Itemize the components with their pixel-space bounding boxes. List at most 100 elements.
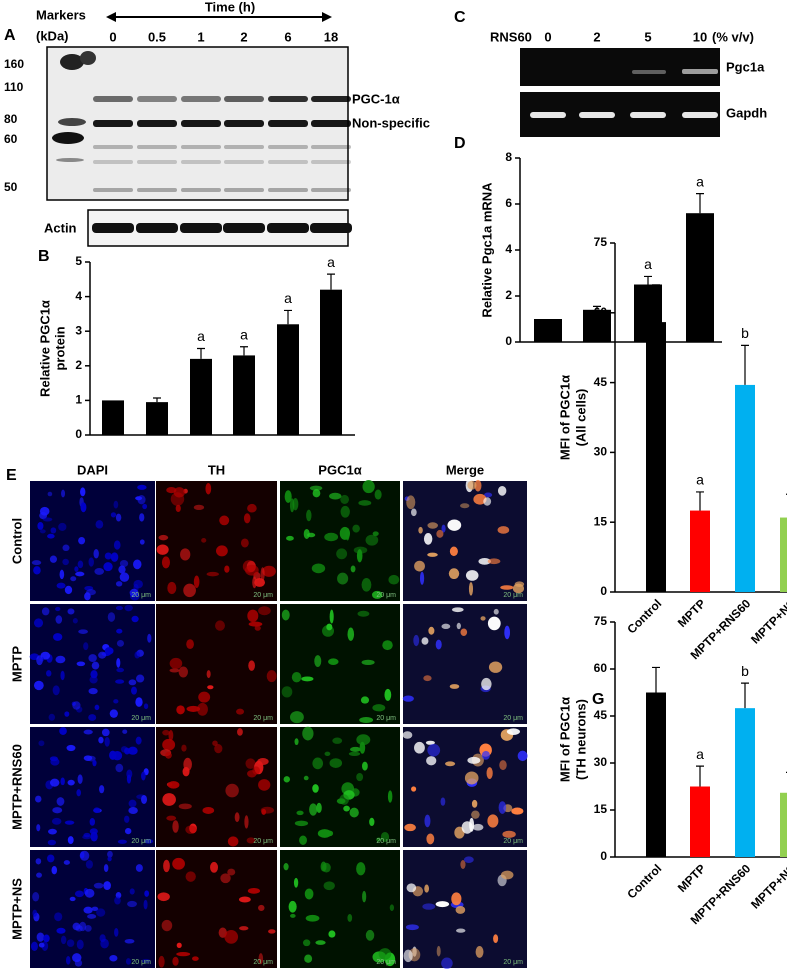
- cell: [306, 532, 316, 538]
- cell: [157, 892, 170, 902]
- cell: [133, 559, 142, 570]
- cell: [484, 492, 493, 498]
- cell: [56, 582, 66, 589]
- cell: [144, 838, 154, 844]
- cell: [143, 899, 148, 910]
- blot-band: [224, 145, 264, 149]
- cell: [35, 858, 42, 865]
- cell: [76, 661, 86, 667]
- arrow-head: [322, 12, 332, 22]
- cell: [129, 888, 135, 895]
- blot-band: [181, 120, 221, 127]
- cell: [283, 776, 291, 783]
- cell: [110, 552, 119, 562]
- cell: [53, 633, 63, 641]
- y-tick-label: 30: [594, 755, 608, 769]
- y-tick-label: 45: [594, 375, 608, 389]
- cell: [328, 658, 339, 666]
- cell: [262, 565, 276, 577]
- micrograph: 20 μm: [280, 480, 400, 601]
- cell: [101, 728, 110, 737]
- gel: [520, 48, 720, 86]
- cell: [169, 657, 183, 669]
- ladder-band: [80, 51, 96, 65]
- cell: [134, 651, 140, 659]
- cell: [139, 513, 145, 522]
- cell: [109, 954, 118, 962]
- blot-band: [224, 96, 264, 102]
- x-tick-label: MPTP+NS: [748, 596, 787, 646]
- cell: [166, 815, 177, 821]
- blot-band: [181, 96, 221, 102]
- cell: [316, 802, 322, 814]
- cell: [247, 887, 261, 894]
- cell: [343, 805, 350, 812]
- significance-label: a: [197, 328, 205, 344]
- micrograph: 20 μm: [30, 727, 155, 847]
- cell: [67, 608, 75, 615]
- cell: [66, 939, 75, 947]
- cell: [474, 479, 482, 492]
- blot-band: [136, 223, 178, 233]
- cell: [324, 532, 339, 542]
- cell: [52, 807, 63, 814]
- cell: [41, 607, 50, 616]
- cell: [382, 640, 393, 651]
- micrograph-bg: [280, 850, 400, 968]
- cell: [176, 942, 182, 949]
- error-bar: [644, 275, 652, 285]
- cell: [176, 952, 191, 957]
- cell: [349, 807, 359, 818]
- cell: [39, 529, 46, 534]
- cell: [47, 491, 53, 497]
- panel-letter: B: [38, 248, 50, 265]
- scale-label: 20 μm: [376, 838, 396, 845]
- micrograph: 20 μm: [30, 481, 155, 601]
- y-tick-label: 45: [594, 708, 608, 722]
- cell: [304, 954, 313, 963]
- cell: [336, 548, 348, 560]
- cell: [64, 820, 75, 825]
- y-tick-label: 6: [505, 196, 512, 210]
- cell: [115, 513, 122, 522]
- cell: [131, 686, 137, 695]
- cell: [357, 610, 370, 617]
- cell: [304, 888, 314, 900]
- cell: [98, 736, 104, 744]
- blot-band: [311, 120, 351, 127]
- cell: [296, 810, 304, 816]
- cell: [35, 795, 42, 803]
- cell: [449, 684, 460, 689]
- scale-label: 20 μm: [253, 715, 273, 722]
- cell: [124, 939, 135, 944]
- cell: [62, 544, 70, 552]
- cell: [288, 900, 297, 913]
- cell: [60, 777, 65, 786]
- cell: [414, 560, 425, 572]
- bar: [277, 324, 299, 435]
- cell: [320, 861, 327, 872]
- cell: [32, 909, 38, 917]
- cell: [127, 746, 138, 755]
- cell: [309, 803, 318, 816]
- micrograph: 20 μm: [156, 481, 277, 601]
- cell: [340, 505, 350, 518]
- y-tick-label: 60: [594, 305, 608, 319]
- gene-label: Gapdh: [726, 105, 767, 120]
- cell: [402, 731, 413, 739]
- cell: [103, 864, 109, 872]
- blot-band: [268, 96, 308, 102]
- cell: [60, 670, 65, 681]
- blot-band: [137, 188, 177, 192]
- cell: [292, 497, 299, 511]
- y-tick-label: 0: [75, 427, 82, 441]
- cell: [389, 904, 395, 912]
- cell: [72, 922, 81, 931]
- cell: [487, 558, 501, 565]
- error-bar: [741, 344, 749, 385]
- panel-letter: E: [6, 467, 17, 484]
- dose: 0: [544, 29, 551, 44]
- time-label: Time (h): [205, 0, 255, 14]
- cell: [176, 705, 185, 715]
- cell: [56, 927, 66, 934]
